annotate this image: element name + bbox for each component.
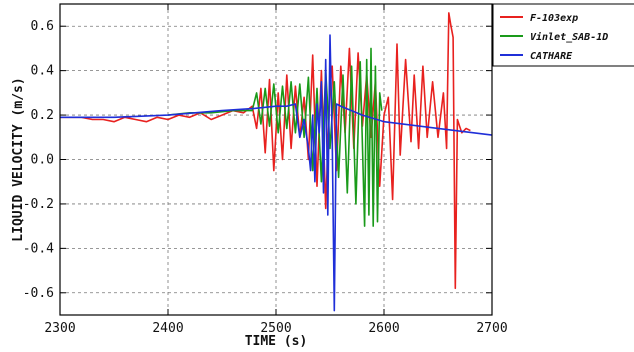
series-line-0 bbox=[60, 12, 471, 290]
legend-entry: Vinlet_SAB-1D bbox=[530, 31, 608, 43]
legend-entry: F-103exp bbox=[530, 13, 578, 24]
y-tick-label: -0.4 bbox=[23, 241, 54, 256]
series-line-1 bbox=[167, 47, 383, 227]
series-layer bbox=[60, 12, 493, 312]
y-tick-label: -0.2 bbox=[23, 197, 54, 212]
x-tick-label: 2500 bbox=[260, 321, 291, 336]
y-tick-label: -0.6 bbox=[23, 286, 54, 301]
x-tick-labels: 2300 2400 2500 2600 2700 bbox=[44, 321, 507, 336]
legend-entry: CATHARE bbox=[530, 51, 573, 62]
y-axis-title: LIQUID VELOCITY (m/s) bbox=[11, 77, 26, 241]
legend: F-103exp Vinlet_SAB-1D CATHARE bbox=[492, 3, 634, 67]
x-tick-label: 2400 bbox=[152, 321, 183, 336]
x-tick-label: 2600 bbox=[368, 321, 399, 336]
grid bbox=[60, 4, 492, 315]
y-tick-label: 0.6 bbox=[31, 19, 54, 34]
y-tick-label: 0.0 bbox=[31, 153, 54, 168]
x-tick-label: 2700 bbox=[476, 321, 507, 336]
y-tick-label: 0.2 bbox=[31, 108, 54, 123]
x-tick-label: 2300 bbox=[44, 321, 75, 336]
ticks bbox=[59, 4, 493, 315]
series-line-2 bbox=[60, 34, 493, 312]
y-tick-label: 0.4 bbox=[31, 64, 55, 79]
y-tick-labels: -0.6 -0.4 -0.2 0.0 0.2 0.4 0.6 bbox=[23, 19, 54, 301]
x-axis-title: TIME (s) bbox=[245, 334, 308, 349]
